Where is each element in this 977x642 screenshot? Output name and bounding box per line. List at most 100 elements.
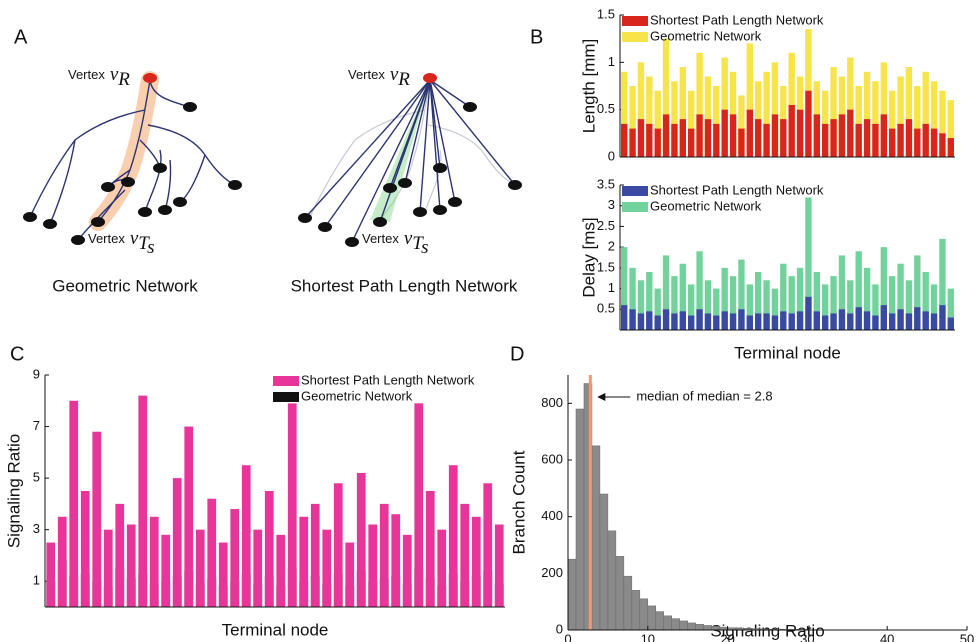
- bar: [460, 503, 470, 607]
- bar: [671, 81, 678, 157]
- histogram-bar: [655, 611, 665, 631]
- bar: [368, 524, 378, 607]
- bar: [662, 38, 670, 157]
- y-tick-label: 9: [33, 366, 40, 381]
- panel-letter: C: [10, 343, 24, 365]
- y-tick-label: 3.5: [597, 176, 615, 191]
- bar: [922, 311, 929, 330]
- bar: [889, 313, 896, 330]
- bar: [637, 280, 645, 330]
- histogram-bar: [575, 408, 585, 631]
- bar: [671, 276, 678, 330]
- bar: [688, 315, 695, 330]
- bar: [771, 315, 779, 330]
- bar: [402, 534, 412, 607]
- bar: [922, 71, 929, 157]
- histogram-bar: [695, 624, 704, 631]
- bar: [679, 263, 686, 330]
- bar: [889, 90, 896, 157]
- legend-label: Geometric Network: [301, 388, 413, 403]
- y-tick-label: 3: [33, 521, 40, 536]
- bar: [813, 114, 820, 157]
- bar: [738, 95, 745, 157]
- bar: [897, 309, 904, 330]
- bar: [184, 426, 194, 607]
- bar: [729, 313, 737, 330]
- x-tick-label: 0: [564, 631, 571, 642]
- x-tick-label: 30: [800, 631, 814, 642]
- bar: [855, 86, 862, 157]
- tree-title: Shortest Path Length Network: [291, 276, 518, 295]
- bar: [345, 542, 355, 607]
- bar: [637, 62, 645, 158]
- bar: [847, 57, 854, 157]
- bar: [780, 263, 787, 330]
- bar: [713, 86, 720, 157]
- bar: [771, 114, 779, 157]
- y-tick-label: 800: [541, 395, 563, 410]
- histogram-bar: [679, 620, 688, 631]
- bar: [763, 123, 770, 157]
- histogram-bar: [591, 445, 601, 631]
- bar: [276, 534, 286, 607]
- bar: [437, 529, 447, 607]
- bar: [947, 288, 954, 330]
- y-tick-label: 1.5: [597, 6, 615, 21]
- bar: [646, 272, 653, 330]
- bar: [696, 251, 703, 330]
- y-tick-label: 600: [541, 451, 563, 466]
- histogram-bar: [711, 626, 720, 631]
- x-tick-label: 20: [720, 631, 734, 642]
- bar: [855, 123, 862, 157]
- histogram-bar: [631, 590, 641, 631]
- bar: [161, 534, 171, 607]
- bar: [621, 71, 628, 157]
- bar: [637, 119, 645, 157]
- y-axis-label: Length [mm]: [579, 39, 598, 134]
- highlight-path: [89, 71, 159, 231]
- bar: [662, 114, 670, 157]
- bar: [241, 465, 251, 607]
- bar: [905, 119, 913, 157]
- bar: [847, 280, 854, 330]
- y-tick-label: 1: [608, 280, 615, 295]
- terminal-label: Vertex vTs: [362, 228, 429, 258]
- bar: [688, 90, 695, 157]
- bar: [356, 472, 366, 607]
- bar: [264, 491, 274, 607]
- x-axis-label: Signaling Ratio: [710, 621, 824, 640]
- bar: [310, 503, 320, 607]
- panel-letter: A: [14, 26, 28, 48]
- bar: [822, 315, 829, 330]
- bar: [704, 280, 712, 330]
- histogram-bar: [687, 622, 696, 631]
- bar: [207, 498, 217, 607]
- bar: [621, 247, 628, 330]
- bar: [688, 128, 695, 157]
- bar: [914, 128, 921, 157]
- bar: [746, 109, 753, 157]
- bar: [863, 311, 871, 330]
- bar: [947, 100, 954, 157]
- bar: [679, 311, 686, 330]
- bar: [755, 313, 762, 330]
- bar: [149, 516, 159, 607]
- y-tick-label: 200: [541, 565, 563, 580]
- bar: [830, 276, 837, 330]
- bar: [930, 128, 938, 157]
- bar: [333, 483, 343, 607]
- bar: [379, 503, 389, 607]
- bar: [738, 309, 745, 330]
- bar: [796, 267, 804, 330]
- bar: [880, 247, 887, 330]
- bar: [905, 313, 913, 330]
- bar: [930, 284, 938, 330]
- bar: [721, 109, 728, 157]
- legend-swatch: [622, 32, 648, 42]
- y-tick-label: 5: [33, 470, 40, 485]
- geometric-tree: [29, 79, 236, 241]
- bar: [805, 90, 812, 157]
- bar: [771, 288, 779, 330]
- bar: [671, 123, 678, 157]
- histogram-bar: [567, 558, 577, 631]
